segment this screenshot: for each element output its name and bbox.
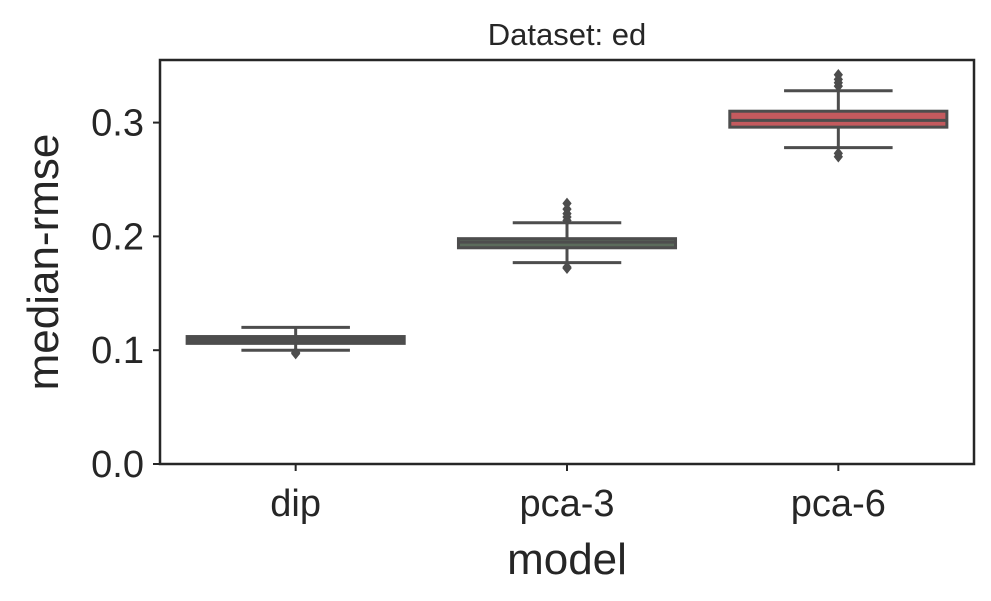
outlier-point: [562, 197, 572, 210]
x-tick-label: pca-3: [519, 483, 614, 525]
box-group-pca-6: [728, 68, 949, 163]
outlier-point: [562, 261, 572, 273]
x-axis-title: model: [507, 535, 627, 584]
y-tick-label: 0.2: [91, 216, 144, 258]
y-tick-label: 0.0: [91, 444, 144, 486]
y-tick-label: 0.1: [91, 330, 144, 372]
y-tick-label: 0.3: [91, 103, 144, 145]
outlier-point: [291, 347, 301, 360]
x-tick-label: pca-6: [791, 483, 886, 525]
box-group-dip: [185, 325, 406, 360]
x-axis-ticks: dip pca-3 pca-6: [270, 464, 886, 525]
y-axis-ticks: 0.0 0.1 0.2 0.3: [91, 103, 160, 486]
boxes-layer: [185, 68, 949, 360]
outlier-point: [833, 147, 843, 160]
outlier-point: [833, 68, 843, 81]
x-tick-label: dip: [270, 483, 321, 525]
chart-title: Dataset: ed: [488, 17, 647, 52]
y-axis-title: median-rmse: [19, 134, 68, 391]
box-group-pca-3: [456, 197, 678, 275]
